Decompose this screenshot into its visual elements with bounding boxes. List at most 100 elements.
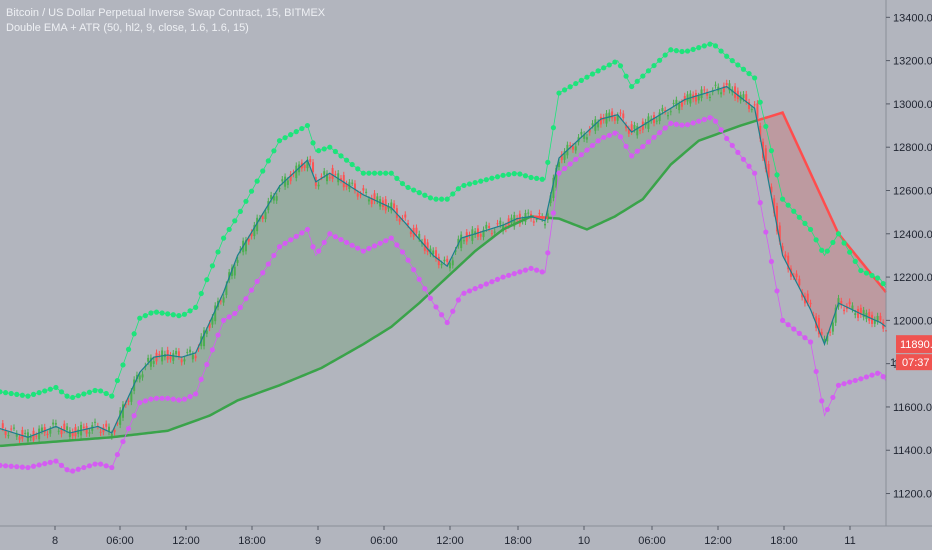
upper-band-dot <box>684 48 691 54</box>
y-tick-label: 13400.00 <box>893 12 932 24</box>
candle-body <box>393 203 396 209</box>
lower-band-dot <box>472 286 478 292</box>
lower-band-dot <box>746 163 752 169</box>
candle-body <box>147 357 150 362</box>
candle-body <box>795 273 798 278</box>
candle-body <box>753 104 756 106</box>
upper-band-dot <box>651 62 657 69</box>
upper-band-dot <box>701 43 707 49</box>
upper-band-dot <box>640 73 646 79</box>
upper-band-dot <box>86 389 93 395</box>
candle-body <box>605 113 608 124</box>
lower-band-dot <box>316 248 322 254</box>
x-tick-label: 06:00 <box>638 535 666 547</box>
lower-band-dot <box>612 130 618 136</box>
lower-band-dot <box>394 242 400 248</box>
lower-band-dot <box>556 170 562 176</box>
upper-band-dot <box>712 43 719 49</box>
lower-band-dot <box>265 261 271 267</box>
x-tick-label: 06:00 <box>370 535 398 547</box>
upper-band-dot <box>824 248 830 254</box>
lower-band-dot <box>796 330 802 336</box>
lower-band-dot <box>684 122 691 128</box>
upper-band-dot <box>310 140 316 146</box>
candle-body <box>608 112 611 119</box>
lower-band-dot <box>819 398 825 404</box>
lower-band-dot <box>489 279 495 285</box>
upper-band-dot <box>204 277 210 283</box>
candle-body <box>177 351 180 357</box>
lower-band-dot <box>125 425 132 432</box>
y-tick-label: 12800.00 <box>893 142 932 154</box>
upper-band-dot <box>70 394 76 401</box>
lower-band-dot <box>779 317 786 323</box>
lower-band-dot <box>813 368 819 375</box>
lower-band-dot <box>8 463 14 469</box>
upper-band-dot <box>724 53 730 59</box>
lower-band-dot <box>2 463 9 469</box>
upper-band-dot <box>545 159 551 165</box>
upper-band-dot <box>690 46 696 52</box>
upper-band-dot <box>2 390 9 396</box>
candle-body <box>454 250 457 252</box>
upper-band-dot <box>349 161 355 168</box>
candle-body <box>60 429 63 435</box>
lower-band-dot <box>120 438 126 445</box>
candle-body <box>370 197 373 205</box>
lower-band-dot <box>835 382 842 388</box>
upper-band-dot <box>506 171 512 178</box>
upper-band-dot <box>517 171 523 177</box>
candle-body <box>359 194 362 196</box>
candle-body <box>99 431 102 433</box>
candle-body <box>49 429 52 434</box>
candle-body <box>502 224 505 232</box>
lower-band-dot <box>645 139 652 145</box>
candle-body <box>326 173 329 182</box>
lower-band-dot <box>785 322 791 328</box>
lower-band-dot <box>875 370 881 376</box>
candle-body <box>278 188 281 190</box>
upper-band-dot <box>785 202 791 208</box>
lower-band-dot <box>405 257 411 263</box>
candle-body <box>270 195 273 200</box>
candle-body <box>295 165 298 179</box>
lower-band-dot <box>282 240 288 246</box>
upper-band-dot <box>260 168 266 174</box>
candle-body <box>214 305 217 322</box>
candle-body <box>186 351 189 353</box>
upper-band-dot <box>377 170 383 176</box>
lower-band-dot <box>332 234 338 240</box>
candle-body <box>868 312 871 321</box>
candle-body <box>272 196 275 201</box>
candle-body <box>390 202 393 211</box>
candle-body <box>110 433 113 437</box>
lower-band-dot <box>377 240 383 246</box>
lower-band-dot <box>271 252 277 259</box>
lower-band-dot <box>880 374 886 380</box>
candle-body <box>337 173 340 183</box>
candle-body <box>488 225 491 229</box>
candle-body <box>862 310 865 318</box>
candle-body <box>798 278 801 286</box>
lower-band-dot <box>193 391 199 397</box>
lower-band-dot <box>25 464 31 471</box>
candle-body <box>387 206 390 209</box>
candle-body <box>435 250 438 259</box>
candle-body <box>351 182 354 184</box>
x-tick-label: 18:00 <box>770 535 798 547</box>
candle-body <box>230 267 233 277</box>
lower-band-dot <box>466 288 473 294</box>
upper-band-dot <box>807 226 814 233</box>
lower-band-dot <box>187 393 193 400</box>
upper-band-dot <box>360 170 366 176</box>
upper-band-line <box>0 42 887 399</box>
candle-body <box>708 96 711 98</box>
candle-body <box>748 102 751 110</box>
lower-band-dot <box>824 406 830 413</box>
upper-band-dot <box>42 388 48 394</box>
candle-body <box>714 84 717 86</box>
candle-body <box>873 319 876 324</box>
upper-band-dot <box>176 313 182 319</box>
lower-band-dot <box>360 248 366 254</box>
